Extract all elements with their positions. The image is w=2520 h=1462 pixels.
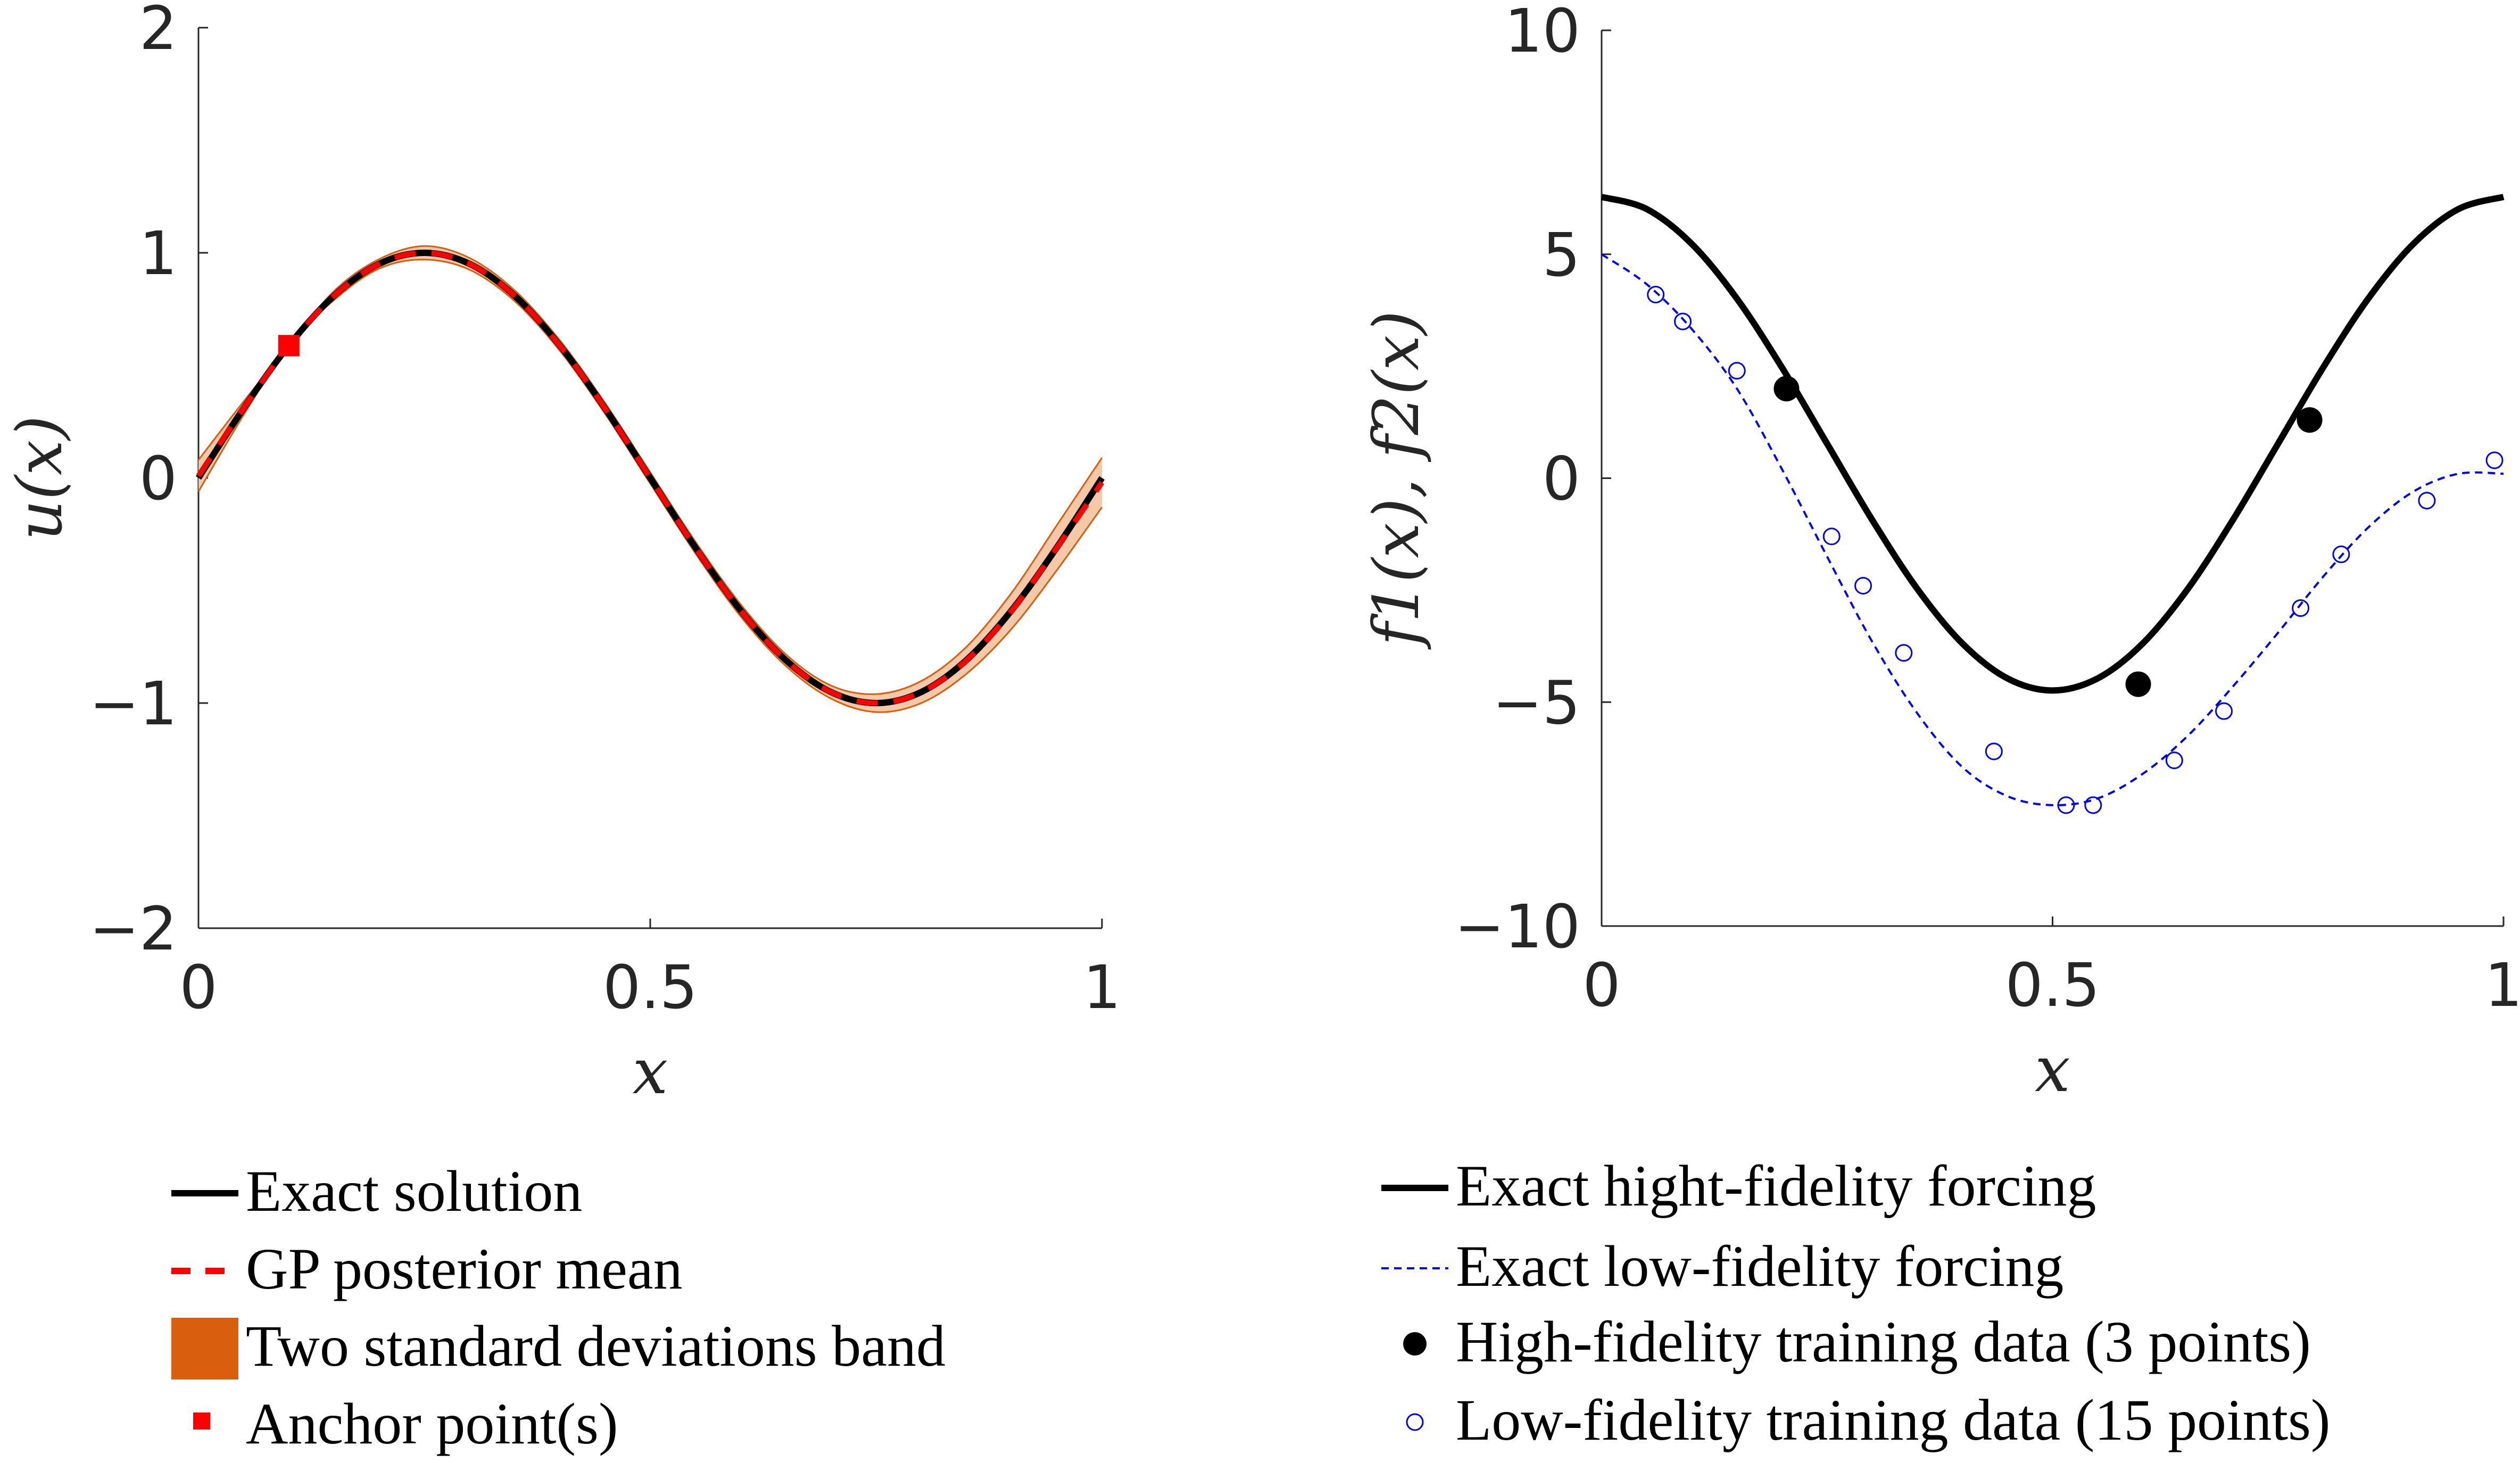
low-fidelity-data-point: [2332, 546, 2350, 564]
x-tick-label: 0.5: [603, 953, 698, 1022]
x-axis-label: x: [2035, 1033, 2070, 1106]
legend-label-anchor-point: Anchor point(s): [246, 1391, 618, 1456]
low-fidelity-forcing-line: [1601, 253, 2504, 806]
legend-label-high-fidelity-data: High-fidelity training data (3 points): [1456, 1309, 2311, 1374]
y-tick-label: 0: [1543, 445, 1580, 514]
x-tick-label: 1: [1083, 953, 1121, 1022]
y-tick-label: 0: [139, 444, 177, 514]
y-tick-label: 1: [139, 219, 177, 288]
legend-label-low-fidelity-data: Low-fidelity training data (15 points): [1456, 1387, 2331, 1452]
band-upper-edge: [197, 245, 1103, 695]
legend-swatch-high-fidelity-data: [1403, 1332, 1427, 1356]
legend-swatch-low-fidelity-data: [1406, 1413, 1424, 1431]
low-fidelity-data-point: [1728, 362, 1746, 380]
gp-posterior-mean-line: [196, 250, 1105, 706]
legend-label-gp-posterior-mean: GP posterior mean: [246, 1236, 683, 1301]
low-fidelity-data-point: [2165, 751, 2183, 770]
x-axis-label: x: [633, 1035, 668, 1108]
high-fidelity-data-point: [2125, 671, 2151, 697]
low-fidelity-data-point: [1822, 527, 1841, 546]
x-tick-label: 1: [2484, 951, 2520, 1020]
y-tick-label: 2: [139, 0, 177, 63]
low-fidelity-data-point: [1674, 312, 1692, 331]
high-fidelity-data-point: [1773, 376, 1800, 402]
y-tick-label: −5: [1493, 668, 1580, 738]
exact-solution-line: [195, 249, 1105, 707]
x-tick-label: 0.5: [2005, 951, 2100, 1020]
legend-swatch-anchor-point: [193, 1413, 210, 1430]
high-fidelity-forcing-line: [1601, 194, 2505, 694]
low-fidelity-data-point: [2292, 599, 2310, 617]
left-chart-panel: 0 0.5 1 −2 −1 0 1 2 x u(x): [3, 0, 1121, 1108]
legend-label-low-fidelity-forcing: Exact low-fidelity forcing: [1456, 1234, 2063, 1299]
low-fidelity-data-point: [1854, 576, 1872, 594]
right-chart-panel: 0 0.5 1 −10 −5 0 5 10 x f1(x), f2(x): [1360, 0, 2520, 1106]
legend-label-high-fidelity-forcing: Exact hight-fidelity forcing: [1456, 1153, 2096, 1218]
y-axis-label: f1(x), f2(x): [1360, 311, 1433, 650]
x-tick-label: 0: [1582, 951, 1620, 1020]
legend-label-exact-solution: Exact solution: [246, 1159, 582, 1224]
x-tick-label: 0: [179, 953, 217, 1022]
y-tick-label: 5: [1543, 221, 1580, 290]
low-fidelity-data-point: [2057, 796, 2075, 814]
y-tick-label: −10: [1455, 893, 1580, 962]
low-fidelity-data-point: [1985, 742, 2003, 761]
low-fidelity-data-point: [2084, 796, 2102, 814]
y-tick-label: −1: [89, 670, 177, 739]
left-legend: Exact solution GP posterior mean Two sta…: [171, 1159, 946, 1456]
legend-label-band: Two standard deviations band: [246, 1314, 946, 1378]
low-fidelity-data-point: [1895, 644, 1913, 662]
band-lower-edge: [197, 259, 1103, 713]
y-tick-label: 10: [1504, 0, 1580, 66]
anchor-point-marker: [278, 335, 300, 357]
low-fidelity-data-point: [2418, 492, 2436, 510]
y-tick-label: −2: [89, 895, 177, 964]
low-fidelity-data-point: [2215, 702, 2233, 720]
low-fidelity-data-point: [1647, 285, 1665, 303]
low-fidelity-data-point: [2485, 451, 2504, 469]
high-fidelity-data-point: [2297, 407, 2323, 433]
y-axis-label: u(x): [3, 416, 76, 541]
right-legend: Exact hight-fidelity forcing Exact low-f…: [1381, 1153, 2331, 1452]
legend-swatch-band: [171, 1318, 238, 1380]
